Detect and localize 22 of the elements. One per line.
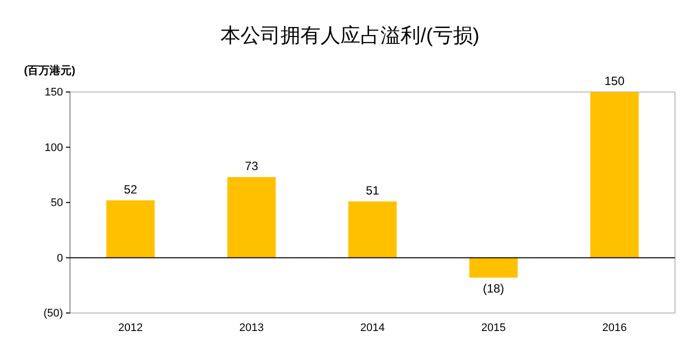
- bar: [469, 258, 518, 278]
- y-tick-label: (50): [43, 308, 63, 320]
- y-tick-label: 0: [56, 252, 63, 264]
- bar: [106, 200, 155, 258]
- chart-title: 本公司拥有人应占溢利/(亏损): [220, 25, 480, 47]
- y-axis-title: (百万港元): [24, 64, 76, 77]
- y-tick-label: 150: [44, 86, 63, 99]
- bar: [227, 177, 276, 258]
- data-label: 73: [244, 159, 258, 174]
- x-tick-label: 2013: [239, 322, 264, 334]
- data-label: (18): [482, 282, 504, 296]
- bar: [348, 201, 397, 258]
- x-tick-label: 2014: [360, 322, 385, 334]
- y-tick-label: 50: [50, 197, 63, 210]
- y-tick-label: 100: [44, 142, 63, 154]
- bar: [590, 92, 639, 258]
- data-label: 150: [604, 74, 625, 88]
- data-label: 51: [366, 183, 380, 198]
- x-tick-label: 2012: [118, 322, 143, 334]
- x-tick-label: 2016: [602, 322, 627, 334]
- data-label: 52: [124, 182, 138, 196]
- x-tick-label: 2015: [481, 322, 506, 334]
